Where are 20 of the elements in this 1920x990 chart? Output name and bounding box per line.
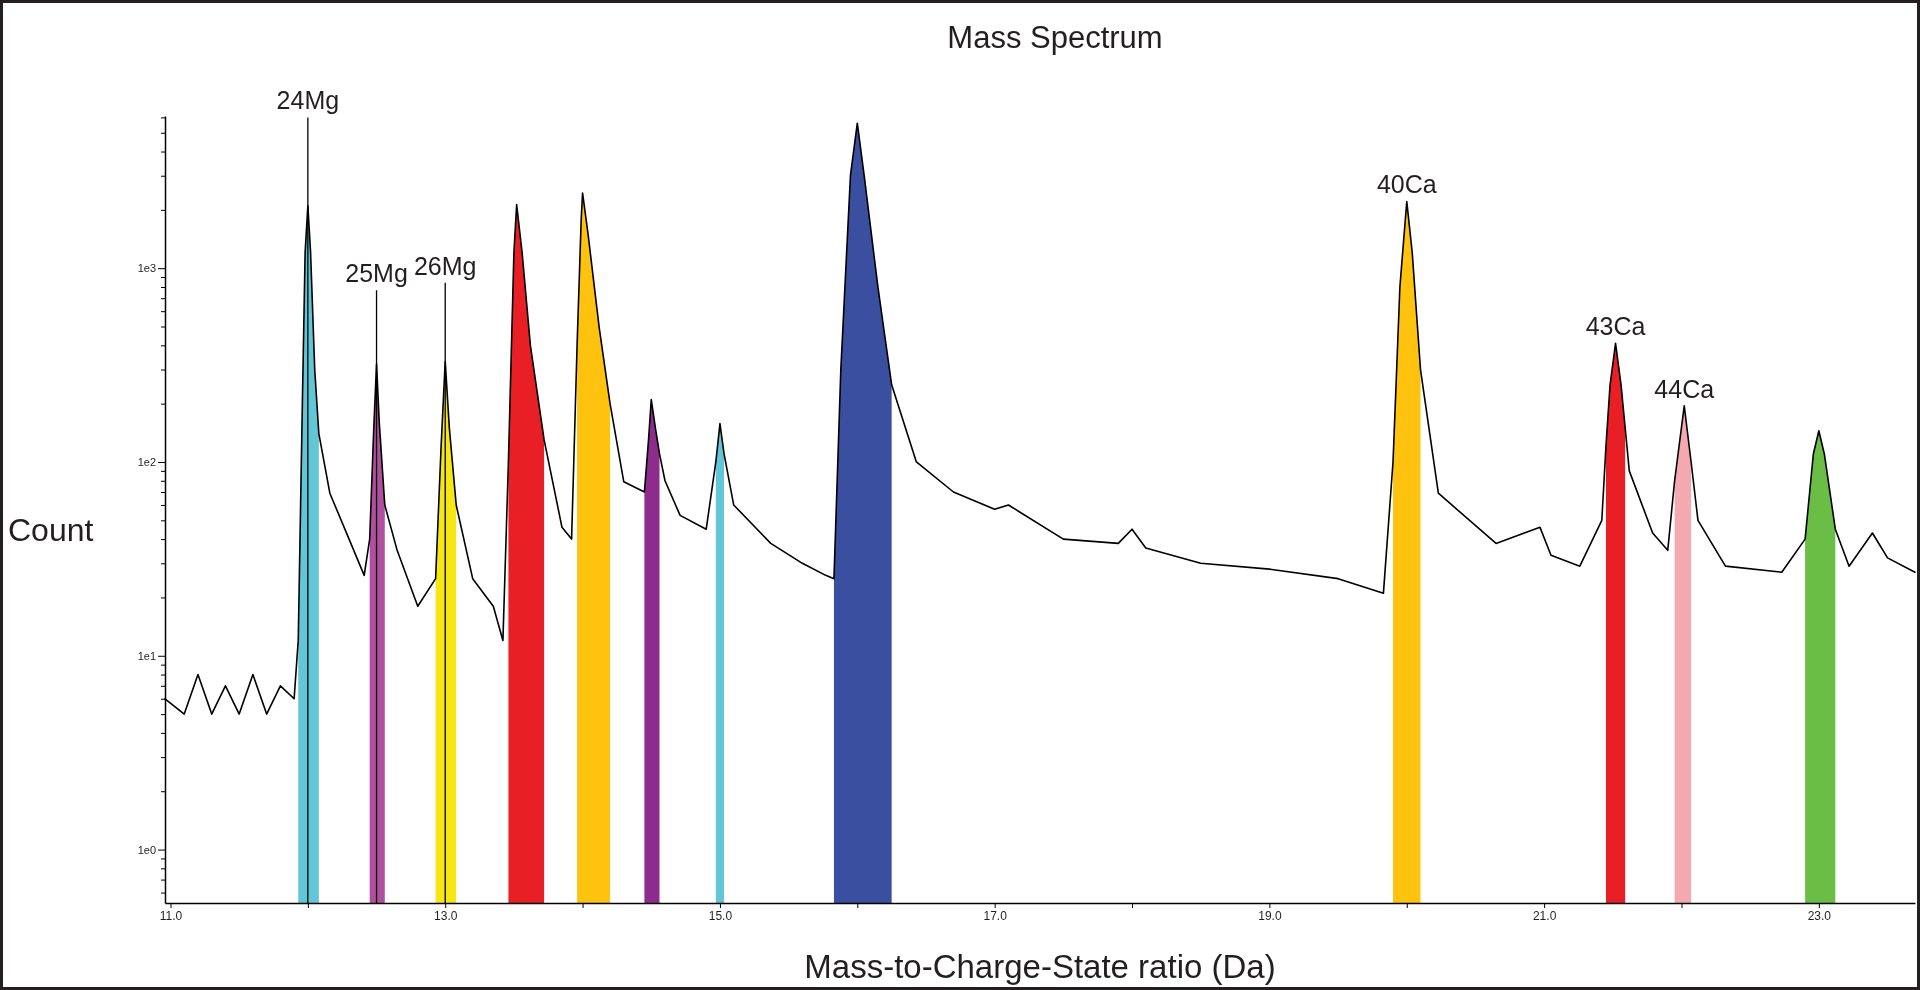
y-tick-label: 1e3: [137, 262, 156, 275]
x-tick-label: 11.0: [159, 908, 183, 923]
chart-title: Mass Spectrum: [947, 20, 1163, 55]
annotation: 26Mg: [413, 251, 477, 280]
y-tick-label: 1e2: [137, 456, 156, 468]
x-tick-label: 19.0: [1258, 908, 1282, 923]
annotation: 44Ca: [1654, 374, 1715, 403]
x-tick-label: 17.0: [983, 908, 1008, 923]
annotation: 40Ca: [1376, 170, 1437, 199]
y-tick-label: 1e0: [137, 843, 156, 856]
x-tick-label: 15.0: [708, 908, 733, 923]
y-tick-label: 1e1: [137, 649, 156, 662]
annotation: 24Mg: [276, 86, 340, 115]
x-tick-label: 13.0: [434, 908, 458, 923]
annotation: 25Mg: [345, 259, 408, 288]
y-axis-title: Count: [8, 512, 94, 548]
x-axis-title: Mass-to-Charge-State ratio (Da): [804, 948, 1276, 985]
x-tick-label: 23.0: [1807, 908, 1832, 923]
x-tick-label: 21.0: [1532, 908, 1557, 923]
annotation: 43Ca: [1585, 312, 1646, 341]
